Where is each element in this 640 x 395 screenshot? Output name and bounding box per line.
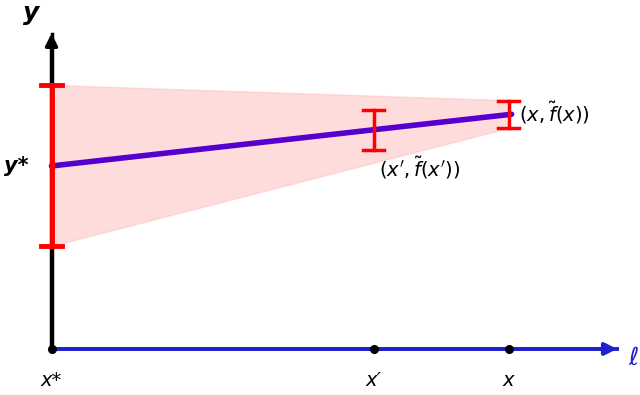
Text: x: x (503, 371, 515, 390)
Text: y: y (23, 1, 39, 25)
Text: x*: x* (41, 371, 62, 390)
Polygon shape (51, 85, 509, 246)
Text: $(x, \tilde{f}(x))$: $(x, \tilde{f}(x))$ (519, 100, 590, 126)
Text: y*: y* (4, 156, 28, 176)
Text: ℓ: ℓ (628, 346, 639, 370)
Text: x′: x′ (366, 371, 382, 390)
Text: $(x', \tilde{f}(x'))$: $(x', \tilde{f}(x'))$ (378, 155, 460, 181)
